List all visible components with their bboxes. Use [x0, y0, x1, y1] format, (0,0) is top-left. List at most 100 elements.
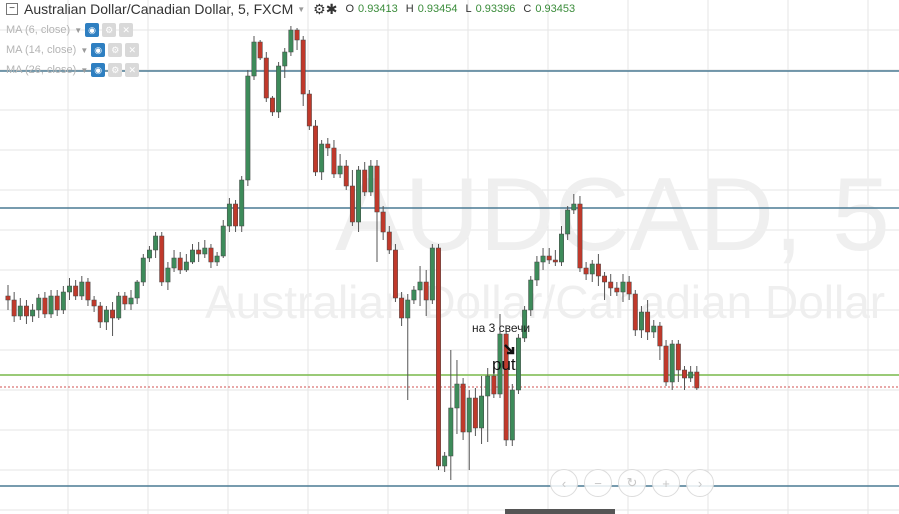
- zoom-controls: ‹ − ↻ + ›: [550, 469, 714, 497]
- ohlc-low: L 0.93396: [465, 3, 516, 15]
- candle-up: [571, 194, 577, 214]
- candle-up: [140, 254, 146, 286]
- candle-down: [374, 160, 380, 262]
- candle-body: [423, 281, 429, 301]
- minus-icon[interactable]: −: [584, 469, 612, 497]
- candle-body: [479, 395, 485, 429]
- chevron-right-icon[interactable]: ›: [686, 469, 714, 497]
- candle-body: [177, 257, 183, 271]
- candle-body: [657, 325, 663, 347]
- time-scrollbar[interactable]: [505, 509, 615, 514]
- candle-down: [663, 340, 669, 386]
- candle-up: [134, 280, 140, 304]
- candle-down: [122, 292, 128, 310]
- candle-body: [503, 333, 509, 441]
- chevron-left-icon[interactable]: ‹: [550, 469, 578, 497]
- candle-up: [479, 376, 485, 444]
- candle-up: [147, 246, 152, 262]
- ohlc-open: O 0.93413: [345, 3, 398, 15]
- candle-up: [429, 244, 435, 304]
- symbol-title: − Australian Dollar/Canadian Dollar, 5, …: [6, 0, 575, 18]
- candle-up: [30, 304, 36, 322]
- candle-down: [682, 366, 687, 390]
- settings-icon[interactable]: ⚙: [313, 0, 326, 17]
- candle-up: [534, 256, 540, 286]
- candle-body: [147, 249, 152, 259]
- chevron-down-icon[interactable]: ▼: [297, 4, 306, 14]
- candle-up: [245, 70, 251, 186]
- candle-up: [153, 232, 159, 258]
- candle-body: [214, 255, 220, 263]
- candle-up: [183, 254, 189, 272]
- indicator-label: MA (26, close): [6, 64, 77, 76]
- candle-body: [165, 267, 171, 283]
- candle-down: [380, 206, 386, 240]
- candle-body: [682, 369, 687, 379]
- collapse-icon[interactable]: −: [6, 3, 18, 15]
- candle-body: [577, 203, 583, 269]
- candle-body: [497, 333, 503, 395]
- watermark-symbol: AUDCAD, 5: [335, 157, 890, 273]
- candle-body: [411, 289, 417, 301]
- candle-up: [509, 384, 515, 446]
- candle-down: [306, 90, 312, 130]
- candle-down: [595, 254, 601, 286]
- eye-icon[interactable]: ◉: [91, 43, 106, 57]
- plus-icon[interactable]: +: [652, 469, 680, 497]
- chevron-down-icon[interactable]: ▼: [80, 65, 89, 75]
- candle-down: [5, 285, 11, 310]
- close-icon[interactable]: ✕: [125, 43, 140, 57]
- eye-icon[interactable]: ◉: [91, 63, 106, 77]
- candle-up: [79, 276, 85, 300]
- candle-down: [110, 302, 115, 336]
- candle-body: [17, 305, 23, 317]
- chevron-down-icon[interactable]: ▼: [80, 45, 89, 55]
- candle-down: [270, 96, 275, 116]
- gear-icon[interactable]: ⚙: [108, 63, 123, 77]
- gear-icon[interactable]: ✱: [325, 0, 338, 17]
- indicator-ma-26[interactable]: MA (26, close) ▼ ◉ ⚙ ✕: [6, 61, 140, 79]
- gear-icon[interactable]: ⚙: [108, 43, 123, 57]
- candle-body: [491, 375, 497, 395]
- candle-down: [583, 262, 589, 280]
- candle-body: [565, 209, 571, 235]
- candle-body: [417, 281, 423, 291]
- candle-down: [491, 370, 497, 398]
- indicator-ma-14[interactable]: MA (14, close) ▼ ◉ ⚙ ✕: [6, 41, 140, 59]
- candle-body: [11, 299, 17, 317]
- gear-icon[interactable]: ⚙: [102, 23, 117, 37]
- candle-up: [442, 452, 448, 472]
- candle-body: [30, 309, 36, 317]
- indicator-label: MA (14, close): [6, 44, 77, 56]
- indicator-ma-6[interactable]: MA (6, close) ▼ ◉ ⚙ ✕: [6, 21, 134, 39]
- candle-body: [540, 255, 546, 263]
- candles: [5, 26, 700, 480]
- candle-body: [595, 263, 601, 277]
- reset-icon[interactable]: ↻: [618, 469, 646, 497]
- close-icon[interactable]: ✕: [119, 23, 134, 37]
- chevron-down-icon[interactable]: ▼: [74, 25, 83, 35]
- candle-up: [171, 250, 177, 272]
- candle-body: [688, 371, 694, 379]
- candle-up: [202, 240, 208, 258]
- candle-down: [386, 226, 392, 254]
- candle-up: [466, 390, 472, 470]
- eye-icon[interactable]: ◉: [85, 23, 100, 37]
- annotation-note: на 3 свечи: [472, 321, 530, 335]
- ohlc-close: C 0.93453: [523, 3, 576, 15]
- candle-body: [675, 343, 681, 371]
- candle-up: [368, 160, 374, 196]
- candle-body: [220, 225, 226, 257]
- candle-body: [669, 343, 675, 383]
- candle-up: [190, 244, 195, 264]
- candle-down: [393, 244, 398, 302]
- close-icon[interactable]: ✕: [125, 63, 140, 77]
- candle-up: [226, 198, 232, 232]
- candle-body: [393, 249, 398, 299]
- candle-down: [313, 120, 318, 176]
- horizontal-levels: [0, 70, 899, 487]
- candle-up: [454, 360, 460, 434]
- symbol-title-text: Australian Dollar/Canadian Dollar, 5, FX…: [24, 1, 294, 17]
